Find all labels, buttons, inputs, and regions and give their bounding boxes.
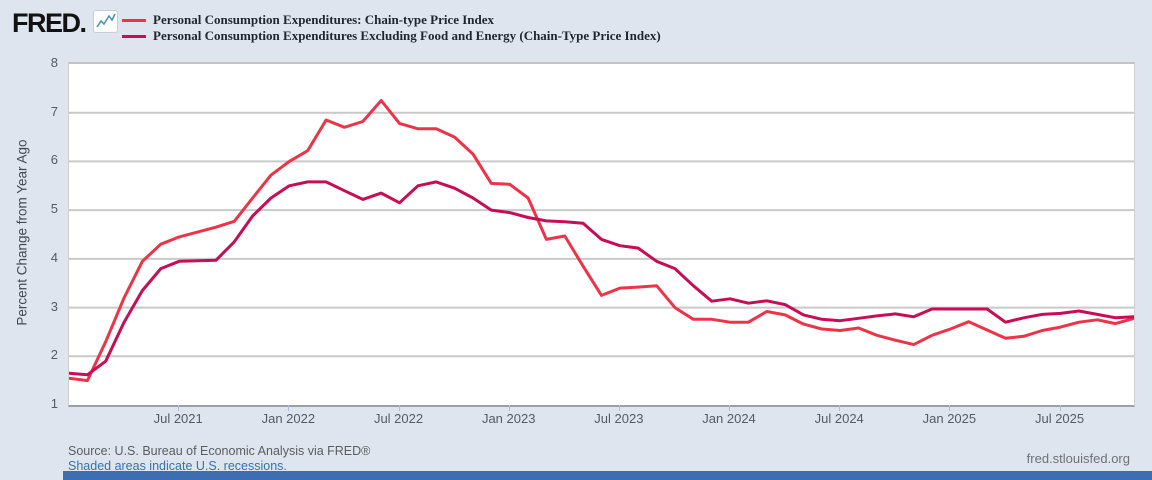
x-tick-label: Jan 2024: [702, 411, 756, 426]
x-tick-mark: [288, 405, 290, 411]
x-tick-label: Jul 2024: [814, 411, 864, 426]
core-pce-line[interactable]: [69, 180, 1134, 377]
legend-item-core-pce[interactable]: Personal Consumption Expenditures Exclud…: [122, 28, 661, 44]
fred-logo[interactable]: FRED.: [12, 8, 87, 39]
y-tick-label-8: 8: [50, 55, 58, 70]
pce-line[interactable]: [69, 99, 1134, 383]
y-tick-label-5: 5: [50, 201, 58, 217]
x-tick-label: Jul 2023: [594, 411, 644, 426]
bottom-bar: [63, 471, 1152, 480]
x-tick-label: Jul 2021: [153, 411, 203, 426]
y-tick-label-4: 4: [50, 249, 58, 265]
x-tick-label: Jan 2025: [922, 411, 977, 426]
x-tick-label: Jul 2022: [373, 411, 424, 426]
x-tick-mark: [508, 405, 510, 411]
y-tick-label-1: 1: [50, 396, 58, 411]
core-pce-legend-label: Personal Consumption Expenditures Exclud…: [153, 28, 661, 43]
x-tick-label: Jul 2025: [1034, 411, 1085, 426]
x-tick-mark: [729, 405, 731, 411]
y-tick-label-2: 2: [50, 347, 58, 363]
pce-line-swatch-icon: [122, 18, 146, 22]
x-tick-label: Jan 2022: [261, 411, 316, 426]
y-tick-label-6: 6: [50, 152, 58, 168]
legend-item-pce[interactable]: Personal Consumption Expenditures: Chain…: [122, 12, 661, 28]
pce-legend-label: Personal Consumption Expenditures: Chain…: [153, 12, 495, 27]
fred-logo-text: FRED: [12, 8, 81, 38]
legend: Personal Consumption Expenditures: Chain…: [122, 12, 661, 44]
x-tick-mark: [398, 405, 400, 411]
x-tick-mark: [1059, 405, 1061, 411]
y-tick-label-7: 7: [50, 103, 58, 119]
x-tick-mark: [949, 405, 951, 411]
line-chart-icon: [93, 10, 118, 33]
plot-area[interactable]: [68, 62, 1135, 407]
core-pce-line-swatch-icon: [122, 34, 146, 38]
chart-canvas[interactable]: [69, 64, 1134, 405]
source-text: Source: U.S. Bureau of Economic Analysis…: [68, 444, 371, 458]
x-tick-mark: [618, 405, 620, 411]
x-tick-mark: [178, 405, 180, 411]
x-tick-label: Jan 2023: [481, 411, 536, 426]
x-tick-mark: [839, 405, 841, 411]
fred-site-link[interactable]: fred.stlouisfed.org: [1026, 451, 1130, 466]
recession-note-link[interactable]: Shaded areas indicate U.S. recessions.: [68, 459, 287, 473]
fred-logo-dot: .: [79, 8, 88, 38]
y-tick-label-3: 3: [50, 298, 58, 314]
